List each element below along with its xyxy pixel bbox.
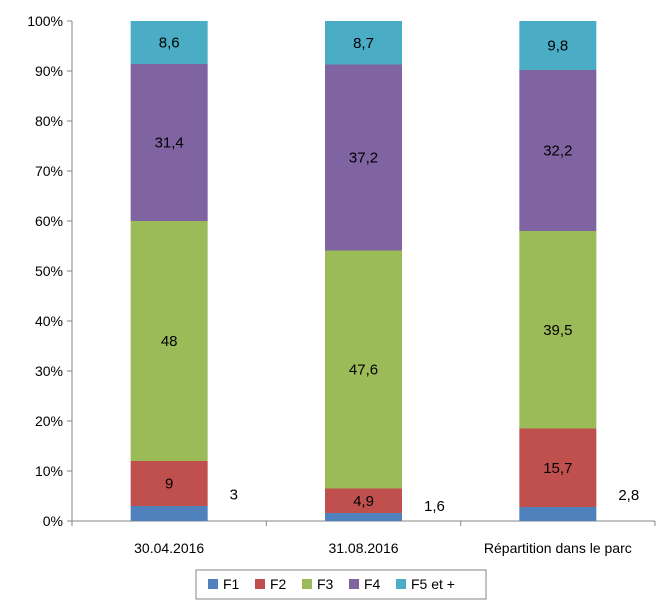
data-label-f1: 2,8	[618, 487, 639, 504]
bar-segment-f1	[325, 513, 402, 521]
legend-label: F4	[364, 576, 381, 592]
bar-segment-f3	[130, 221, 208, 461]
bar-segment-f2	[130, 461, 208, 506]
data-label-f4: 32,2	[543, 143, 572, 160]
y-tick-label: 70%	[35, 163, 63, 179]
y-tick-label: 90%	[35, 63, 63, 79]
bar-segment-f3	[519, 231, 597, 429]
data-label-f3: 47,6	[349, 362, 378, 379]
legend-swatch	[302, 579, 312, 589]
data-label-f5-et: 8,6	[159, 35, 180, 52]
y-tick-label: 0%	[43, 513, 63, 529]
legend-item-f5-et: F5 et +	[396, 576, 455, 592]
data-label-f2: 15,7	[543, 460, 572, 477]
y-tick-label: 20%	[35, 413, 63, 429]
x-tick-label: 31.08.2016	[328, 540, 398, 556]
bar-segment-f4	[325, 64, 402, 251]
y-tick-label: 80%	[35, 113, 63, 129]
bar-segment-f4	[519, 70, 597, 231]
bar-segment-f4	[130, 64, 208, 221]
data-label-f1: 3	[230, 487, 238, 504]
legend-label: F5 et +	[411, 576, 455, 592]
bar-segment-f1	[519, 507, 597, 521]
y-tick-label: 100%	[27, 13, 63, 29]
axes: 0% 10% 20% 30% 40% 50% 60% 70% 80% 90% 100% 30.04.2…	[27, 13, 656, 556]
data-label-f2: 9	[165, 476, 173, 493]
data-label-f5-et: 8,7	[353, 35, 374, 52]
legend-swatch	[396, 579, 406, 589]
legend-label: F1	[223, 576, 240, 592]
legend-label: F2	[270, 576, 287, 592]
legend-box	[195, 569, 487, 600]
y-tick-label: 50%	[35, 263, 63, 279]
legend-swatch	[208, 579, 218, 589]
legend: F1 F2 F3 F4 F5 et +	[195, 569, 487, 600]
legend-swatch	[255, 579, 265, 589]
bar-segment-f3	[325, 250, 402, 489]
bar-segment-f5-et	[130, 21, 208, 64]
data-label-f5-et: 9,8	[547, 38, 568, 55]
data-labels: 3 9 48 31,4 8,6 1,6 4,9 47,6 37,2 8,7 2,8 15,7 39,5 3…	[155, 35, 640, 516]
x-tick-label: Répartition dans le parc	[484, 540, 632, 556]
legend-swatch	[349, 579, 359, 589]
bar-segment-f1	[130, 506, 208, 521]
bar-segment-f2	[519, 428, 597, 507]
y-tick-label: 40%	[35, 313, 63, 329]
legend-item-f3: F3	[302, 576, 334, 592]
legend-label: F3	[317, 576, 334, 592]
legend-item-f2: F2	[255, 576, 287, 592]
bar-segment-f5-et	[519, 21, 597, 70]
bar-segment-f2	[325, 488, 402, 513]
y-tick-label: 30%	[35, 363, 63, 379]
data-label-f2: 4,9	[353, 493, 374, 510]
legend-item-f4: F4	[349, 576, 381, 592]
bar-segment-f5-et	[325, 21, 402, 65]
data-label-f4: 31,4	[155, 135, 184, 152]
y-tick-label: 60%	[35, 213, 63, 229]
x-tick-label: 30.04.2016	[134, 540, 204, 556]
legend-item-f1: F1	[208, 576, 240, 592]
data-label-f1: 1,6	[424, 498, 445, 515]
data-label-f3: 48	[161, 333, 178, 350]
data-label-f4: 37,2	[349, 150, 378, 167]
y-tick-label: 10%	[35, 463, 63, 479]
data-label-f3: 39,5	[543, 322, 572, 339]
bars	[130, 21, 597, 521]
